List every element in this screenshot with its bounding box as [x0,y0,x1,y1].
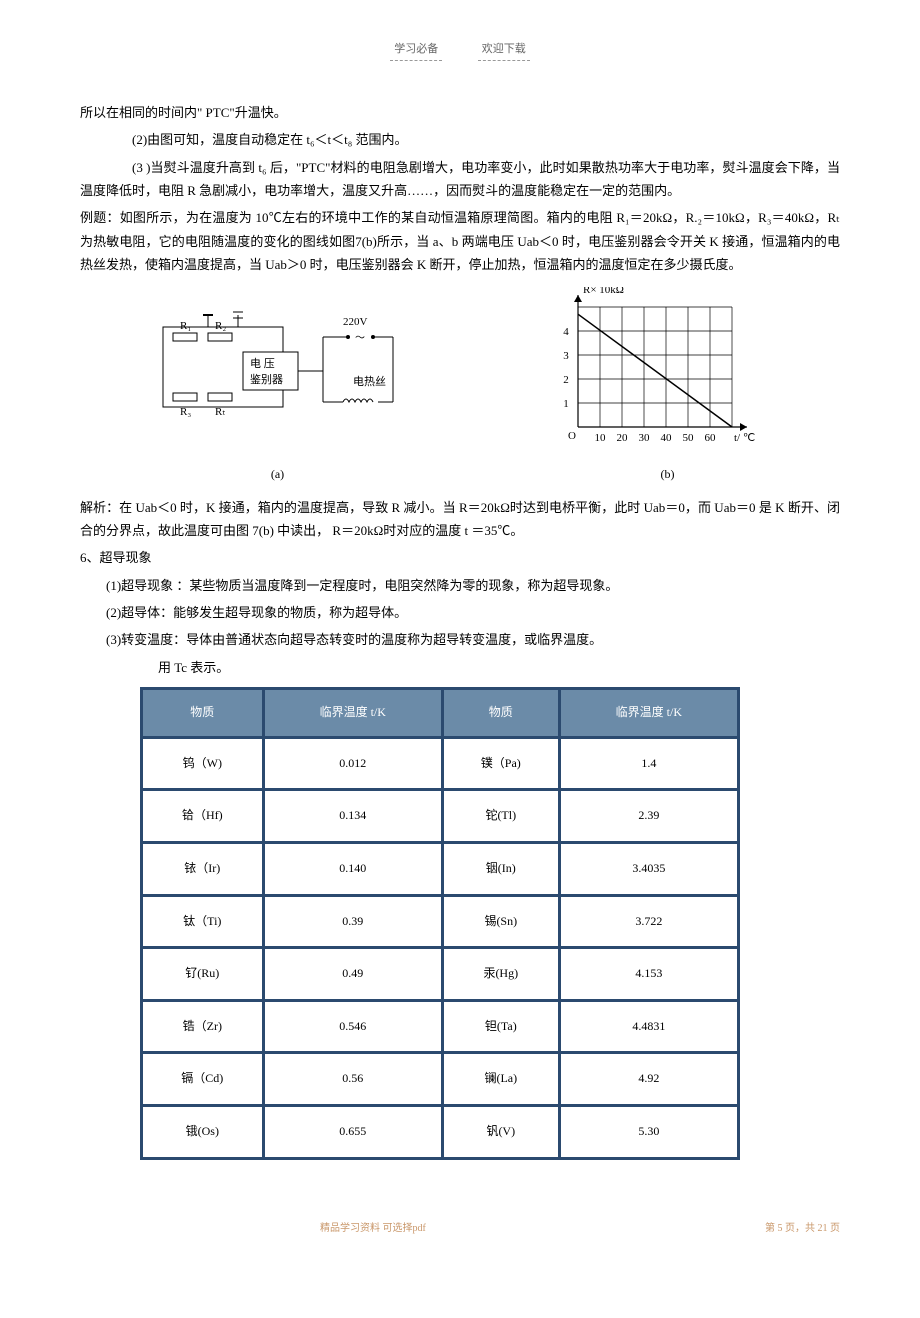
table-cell: 5.30 [561,1107,737,1157]
header-right: 欢迎下载 [478,40,530,61]
table-row: 锇(Os)0.655钒(V)5.30 [143,1107,737,1157]
table-cell: 汞(Hg) [444,949,558,999]
table-cell: 铟(In) [444,844,558,894]
paragraph: (3 )当熨斗温度升高到 t₆ 后，"PTC"材料的电阻急剧增大，电功率变小，此… [80,156,840,203]
table-row: 钌(Ru)0.49汞(Hg)4.153 [143,949,737,999]
table-cell: 锇(Os) [143,1107,262,1157]
table-cell: 3.722 [561,897,737,947]
table-row: 铪（Hf)0.134铊(Tl)2.39 [143,791,737,841]
figure-a-label: (a) [148,464,408,486]
paragraph: 所以在相同的时间内" PTC"升温快。 [80,101,840,124]
table-row: 镉（Cd)0.56镧(La)4.92 [143,1054,737,1104]
svg-text:t/ ℃: t/ ℃ [734,432,755,444]
page-header: 学习必备 欢迎下载 [80,40,840,61]
table-cell: 0.49 [265,949,441,999]
paragraph: (2)超导体：能够发生超导现象的物质，称为超导体。 [80,601,840,624]
table-cell: 4.153 [561,949,737,999]
table-cell: 2.39 [561,791,737,841]
paragraph: (2)由图可知，温度自动稳定在 t₆＜t＜t₈ 范围内。 [80,128,840,151]
paragraph: (3)转变温度：导体由普通状态向超导态转变时的温度称为超导转变温度，或临界温度。 [80,628,840,651]
footer-left: 精品学习资料 可选择pdf [320,1220,426,1238]
table-row: 钨（W)0.012镤（Pa)1.4 [143,739,737,789]
superconductor-table: 物质临界温度 t/K物质临界温度 t/K钨（W)0.012镤（Pa)1.4铪（H… [140,687,740,1159]
label-r2: R₂ [215,320,226,332]
svg-text:60: 60 [704,432,716,444]
label-r3: R₃ [180,406,191,418]
table-cell: 镉（Cd) [143,1054,262,1104]
table-cell: 0.39 [265,897,441,947]
svg-text:2: 2 [563,374,569,386]
label-r1: R₁ [180,320,191,332]
svg-text:1: 1 [563,398,569,410]
table-cell: 4.4831 [561,1002,737,1052]
svg-text:O: O [568,430,576,442]
table-cell: 钛（Ti) [143,897,262,947]
table-cell: 0.56 [265,1054,441,1104]
svg-text:30: 30 [638,432,650,444]
svg-text:3: 3 [563,350,569,362]
svg-text:4: 4 [563,326,569,338]
circuit-diagram-svg: R₁ R₂ R₃ Rₜ 电 压 鉴别器 220V ～ 电热丝 [148,297,408,457]
table-cell: 0.012 [265,739,441,789]
paragraph: 例题：如图所示，为在温度为 10℃左右的环境中工作的某自动恒温箱原理简图。箱内的… [80,206,840,276]
figure-a: R₁ R₂ R₃ Rₜ 电 压 鉴别器 220V ～ 电热丝 (a) [148,297,408,486]
svg-text:50: 50 [682,432,694,444]
svg-text:10: 10 [594,432,606,444]
table-cell: 铊(Tl) [444,791,558,841]
svg-text:40: 40 [660,432,672,444]
figure-row: R₁ R₂ R₃ Rₜ 电 压 鉴别器 220V ～ 电热丝 (a) 1 2 [80,287,840,486]
table-cell: 锆（Zr) [143,1002,262,1052]
page-footer: 精品学习资料 可选择pdf 第 5 页，共 21 页 [80,1220,840,1238]
table-cell: 0.134 [265,791,441,841]
heater-label: 电热丝 [353,375,386,388]
section-heading: 6、超导现象 [80,546,840,569]
table-header: 临界温度 t/K [265,690,441,736]
table-header: 物质 [143,690,262,736]
paragraph: 用 Tc 表示。 [80,656,840,679]
table-cell: 钌(Ru) [143,949,262,999]
table-header: 物质 [444,690,558,736]
table-cell: 1.4 [561,739,737,789]
svg-text:20: 20 [616,432,628,444]
svg-text:R× 10kΩ: R× 10kΩ [583,287,624,296]
voltage-label: 220V [343,316,368,328]
table-cell: 0.655 [265,1107,441,1157]
superconductor-table-wrap: 物质临界温度 t/K物质临界温度 t/K钨（W)0.012镤（Pa)1.4铪（H… [140,687,840,1159]
graph-svg: 1 2 3 4 10 20 30 40 50 60 O R× 10kΩ t/ ℃ [543,287,773,457]
box-line2: 鉴别器 [250,373,283,386]
table-cell: 镧(La) [444,1054,558,1104]
table-cell: 3.4035 [561,844,737,894]
table-cell: 钨（W) [143,739,262,789]
table-cell: 钒(V) [444,1107,558,1157]
table-cell: 0.140 [265,844,441,894]
table-cell: 铪（Hf) [143,791,262,841]
paragraph: 解析：在 Uab＜0 时，K 接通，箱内的温度提高，导致 R 减小。当 R＝20… [80,496,840,543]
table-row: 铱（Ir)0.140铟(In)3.4035 [143,844,737,894]
table-cell: 钽(Ta) [444,1002,558,1052]
table-cell: 铱（Ir) [143,844,262,894]
table-cell: 镤（Pa) [444,739,558,789]
table-header: 临界温度 t/K [561,690,737,736]
table-row: 锆（Zr)0.546钽(Ta)4.4831 [143,1002,737,1052]
paragraph: (1)超导现象 ：某些物质当温度降到一定程度时，电阻突然降为零的现象，称为超导现… [80,574,840,597]
table-cell: 0.546 [265,1002,441,1052]
svg-text:～: ～ [355,333,365,344]
label-rt: Rₜ [215,406,226,418]
table-cell: 4.92 [561,1054,737,1104]
box-line1: 电 压 [250,357,275,370]
table-row: 钛（Ti)0.39锡(Sn)3.722 [143,897,737,947]
header-left: 学习必备 [390,40,442,61]
table-cell: 锡(Sn) [444,897,558,947]
figure-b: 1 2 3 4 10 20 30 40 50 60 O R× 10kΩ t/ ℃ (b) [543,287,773,486]
footer-right: 第 5 页，共 21 页 [765,1220,840,1238]
figure-b-label: (b) [563,464,773,486]
